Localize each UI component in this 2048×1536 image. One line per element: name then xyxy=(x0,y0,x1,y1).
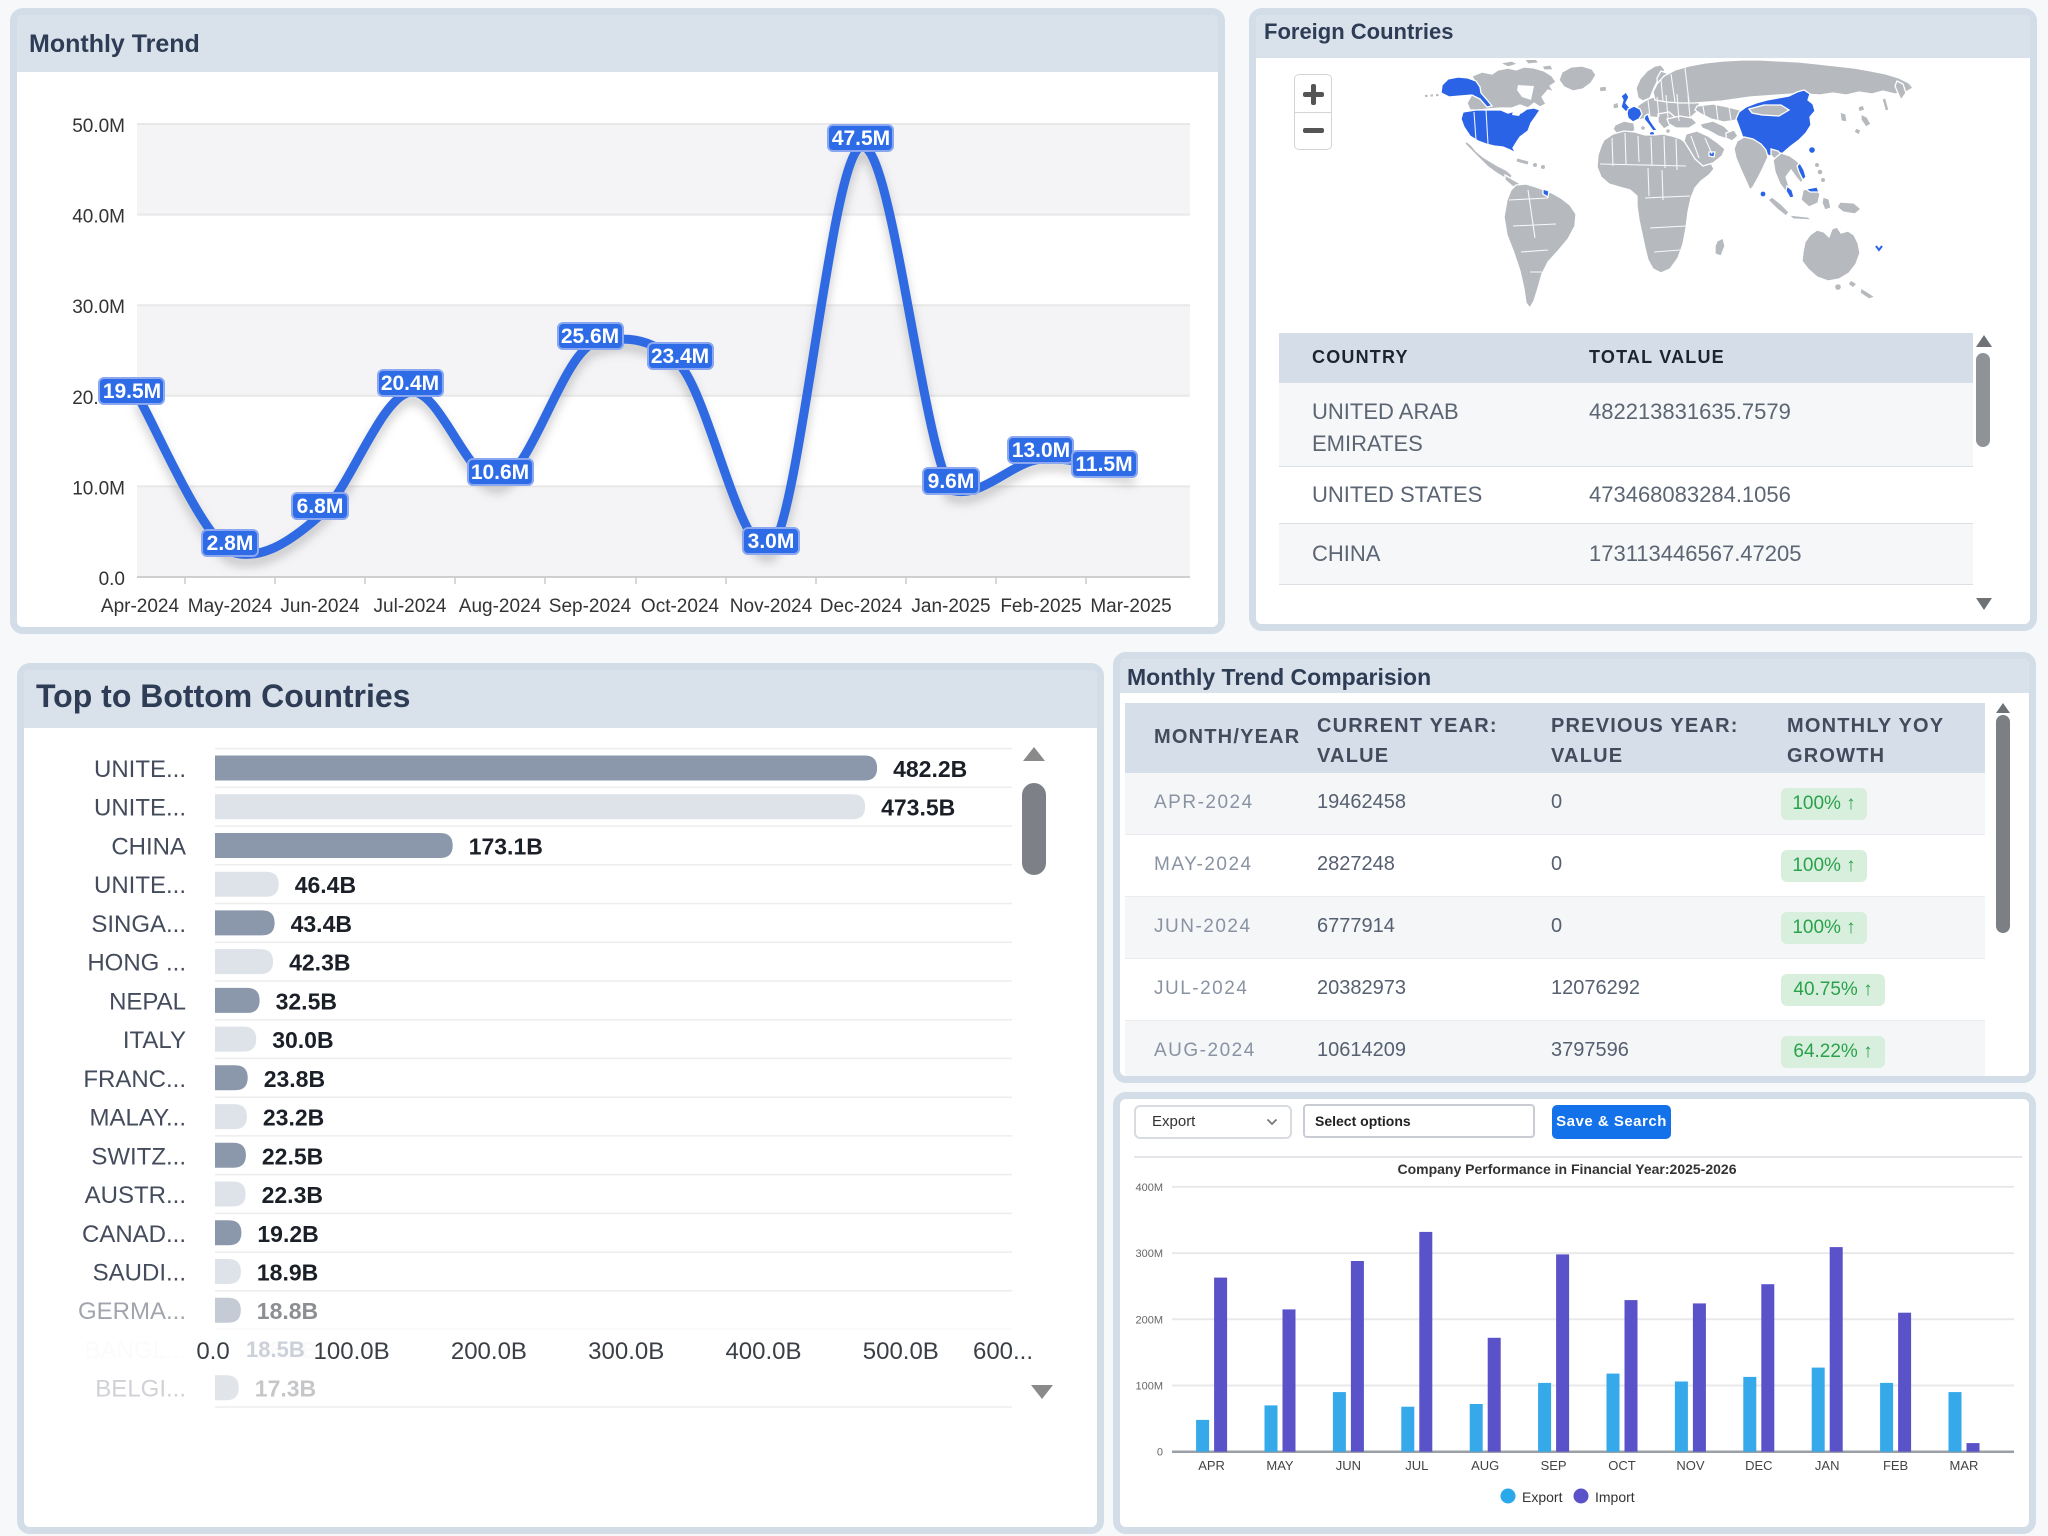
svg-text:46.4B: 46.4B xyxy=(295,872,356,898)
svg-text:FEB: FEB xyxy=(1883,1458,1908,1473)
svg-text:Sep-2024: Sep-2024 xyxy=(549,596,632,617)
svg-text:600...: 600... xyxy=(973,1338,1033,1365)
svg-text:JUL: JUL xyxy=(1405,1458,1428,1473)
svg-text:400M: 400M xyxy=(1135,1182,1163,1194)
svg-text:JAN: JAN xyxy=(1815,1458,1840,1473)
svg-text:9.6M: 9.6M xyxy=(928,470,975,493)
svg-text:UNITE...: UNITE... xyxy=(94,795,186,822)
svg-text:Aug-2024: Aug-2024 xyxy=(459,596,542,617)
svg-text:50.0M: 50.0M xyxy=(72,116,125,137)
svg-text:Oct-2024: Oct-2024 xyxy=(641,596,720,617)
svg-text:11.5M: 11.5M xyxy=(1075,453,1132,476)
svg-text:10.6M: 10.6M xyxy=(471,461,529,484)
svg-text:20.4M: 20.4M xyxy=(381,372,439,395)
svg-text:22.3B: 22.3B xyxy=(262,1182,323,1208)
svg-text:400.0B: 400.0B xyxy=(725,1338,801,1365)
svg-text:Feb-2025: Feb-2025 xyxy=(1000,596,1081,617)
svg-text:0: 0 xyxy=(1157,1447,1163,1459)
svg-text:17.3B: 17.3B xyxy=(255,1376,316,1402)
svg-text:23.4M: 23.4M xyxy=(651,345,709,368)
svg-text:May-2024: May-2024 xyxy=(188,596,273,617)
svg-text:200.0B: 200.0B xyxy=(451,1338,527,1365)
svg-text:473.5B: 473.5B xyxy=(881,795,955,821)
svg-text:MAY: MAY xyxy=(1266,1458,1294,1473)
svg-text:CANAD...: CANAD... xyxy=(82,1221,186,1248)
svg-text:30.0B: 30.0B xyxy=(272,1027,333,1053)
svg-text:MAR: MAR xyxy=(1950,1458,1979,1473)
svg-text:13.0M: 13.0M xyxy=(1012,439,1070,462)
svg-text:32.5B: 32.5B xyxy=(276,988,337,1014)
svg-text:10.0M: 10.0M xyxy=(72,478,125,499)
svg-text:19.2B: 19.2B xyxy=(257,1221,318,1247)
svg-text:43.4B: 43.4B xyxy=(291,911,352,937)
svg-text:6.8M: 6.8M xyxy=(297,495,344,518)
svg-text:CHINA: CHINA xyxy=(111,834,186,861)
svg-text:Apr-2024: Apr-2024 xyxy=(101,596,180,617)
svg-text:NOV: NOV xyxy=(1676,1458,1705,1473)
svg-text:42.3B: 42.3B xyxy=(289,950,350,976)
svg-text:AUSTR...: AUSTR... xyxy=(85,1182,186,1209)
svg-text:300.0B: 300.0B xyxy=(588,1338,664,1365)
svg-text:25.6M: 25.6M xyxy=(561,325,619,348)
svg-text:Mar-2025: Mar-2025 xyxy=(1090,596,1171,617)
svg-text:18.9B: 18.9B xyxy=(257,1260,318,1286)
svg-text:3.0M: 3.0M xyxy=(748,530,795,553)
svg-text:23.8B: 23.8B xyxy=(264,1066,325,1092)
svg-text:JUN: JUN xyxy=(1336,1458,1361,1473)
svg-text:47.5M: 47.5M xyxy=(832,127,890,150)
svg-text:19.5M: 19.5M xyxy=(103,380,161,403)
svg-text:Jun-2024: Jun-2024 xyxy=(280,596,360,617)
svg-text:Import: Import xyxy=(1595,1489,1635,1505)
svg-text:100M: 100M xyxy=(1135,1381,1163,1393)
svg-text:Dec-2024: Dec-2024 xyxy=(820,596,903,617)
svg-text:23.2B: 23.2B xyxy=(263,1105,324,1131)
svg-text:2.8M: 2.8M xyxy=(207,532,254,555)
svg-text:FRANC...: FRANC... xyxy=(83,1066,186,1093)
svg-text:ITALY: ITALY xyxy=(123,1027,186,1054)
svg-text:SAUDI...: SAUDI... xyxy=(93,1260,186,1287)
svg-text:22.5B: 22.5B xyxy=(262,1143,323,1169)
svg-text:Nov-2024: Nov-2024 xyxy=(730,596,813,617)
svg-text:UNITE...: UNITE... xyxy=(94,756,186,783)
svg-text:SINGA...: SINGA... xyxy=(91,911,186,938)
svg-text:0.0: 0.0 xyxy=(196,1338,229,1365)
svg-text:173.1B: 173.1B xyxy=(469,834,543,860)
svg-text:NEPAL: NEPAL xyxy=(109,988,186,1015)
svg-text:482.2B: 482.2B xyxy=(893,756,967,782)
svg-text:Export: Export xyxy=(1522,1489,1563,1505)
svg-text:DEC: DEC xyxy=(1745,1458,1772,1473)
svg-text:HONG ...: HONG ... xyxy=(87,950,186,977)
svg-text:MALAY...: MALAY... xyxy=(90,1105,187,1132)
svg-text:OCT: OCT xyxy=(1608,1458,1636,1473)
svg-text:0.0: 0.0 xyxy=(99,569,125,590)
svg-text:18.5B: 18.5B xyxy=(246,1337,305,1362)
svg-text:BELGI...: BELGI... xyxy=(95,1376,186,1403)
svg-text:18.8B: 18.8B xyxy=(257,1298,318,1324)
svg-text:Jan-2025: Jan-2025 xyxy=(911,596,990,617)
svg-text:500.0B: 500.0B xyxy=(863,1338,939,1365)
svg-text:100.0B: 100.0B xyxy=(314,1338,390,1365)
svg-text:AUG: AUG xyxy=(1471,1458,1499,1473)
svg-text:SWITZ...: SWITZ... xyxy=(91,1143,186,1170)
svg-text:40.0M: 40.0M xyxy=(72,207,125,228)
svg-text:UNITE...: UNITE... xyxy=(94,872,186,899)
svg-text:200M: 200M xyxy=(1135,1314,1163,1326)
svg-text:APR: APR xyxy=(1198,1458,1225,1473)
svg-text:30.0M: 30.0M xyxy=(72,297,125,318)
svg-text:SEP: SEP xyxy=(1541,1458,1567,1473)
svg-text:300M: 300M xyxy=(1135,1248,1163,1260)
svg-text:GERMA...: GERMA... xyxy=(78,1298,186,1325)
svg-text:Jul-2024: Jul-2024 xyxy=(374,596,447,617)
